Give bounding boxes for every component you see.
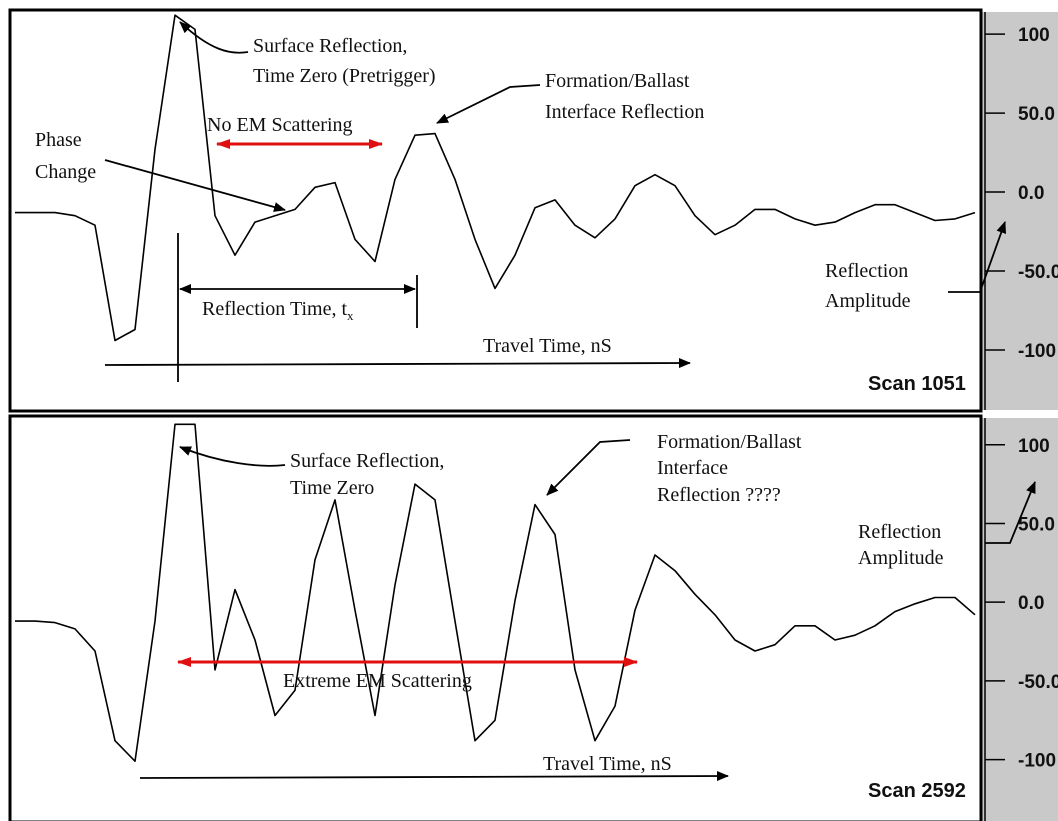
y-tick-label: 100 xyxy=(1018,436,1050,457)
annotation: Reflection Time, tx xyxy=(202,298,354,323)
y-tick-label: -100 xyxy=(1018,751,1056,772)
annotation: Formation/Ballast xyxy=(657,431,802,453)
annotation: Reflection xyxy=(825,260,908,282)
annotation: Interface xyxy=(657,457,728,479)
waveform xyxy=(15,14,976,342)
scan-label: Scan 2592 xyxy=(868,780,966,802)
axis-strip xyxy=(981,418,1058,821)
y-tick-label: -100 xyxy=(1018,341,1056,362)
arrows xyxy=(104,21,1007,382)
plots: 100 50.0 0.0 -50.0 -100 100 50.0 0.0 -50.0 -100 xyxy=(15,14,1058,772)
annotation: Travel Time, nS xyxy=(543,753,672,775)
arrow xyxy=(985,481,1036,544)
annotation: Amplitude xyxy=(858,547,944,569)
annotation-text: Reflection Time, t xyxy=(202,298,347,320)
arrows xyxy=(139,439,1036,782)
annotation-subscript: x xyxy=(347,308,354,323)
annotation: Phase xyxy=(35,129,82,151)
annotation: Reflection xyxy=(858,521,941,543)
annotation: Surface Reflection, xyxy=(290,450,444,472)
annotation: Travel Time, nS xyxy=(483,335,612,357)
arrow xyxy=(546,439,631,496)
annotation: Surface Reflection, xyxy=(253,35,407,57)
annotation: Interface Reflection xyxy=(545,101,704,123)
y-tick-label: 0.0 xyxy=(1018,183,1044,204)
arrow xyxy=(436,84,541,124)
annotation: Change xyxy=(35,161,96,183)
annotation: Time Zero xyxy=(290,477,374,499)
axis-strip xyxy=(981,12,1058,410)
y-tick-label: 100 xyxy=(1018,25,1050,46)
arrow xyxy=(104,358,691,369)
arrow xyxy=(104,159,286,212)
annotation: Amplitude xyxy=(825,290,911,312)
annotation: Reflection ???? xyxy=(657,484,781,506)
arrow xyxy=(139,771,729,782)
annotation: No EM Scattering xyxy=(207,114,353,136)
y-tick-label: -50.0 xyxy=(1018,672,1058,693)
y-tick-label: 0.0 xyxy=(1018,593,1044,614)
annotation: Extreme EM Scattering xyxy=(283,670,472,692)
arrow xyxy=(948,221,1007,293)
arrow xyxy=(179,21,249,54)
y-tick-label: 50.0 xyxy=(1018,104,1055,125)
scan-label: Scan 1051 xyxy=(868,373,966,395)
waveform xyxy=(15,423,976,762)
annotation: Formation/Ballast xyxy=(545,70,690,92)
annotation: Time Zero (Pretrigger) xyxy=(253,65,436,87)
panel-frame xyxy=(8,8,983,413)
panel-frame xyxy=(8,414,983,821)
y-tick-label: 50.0 xyxy=(1018,514,1055,535)
arrow xyxy=(179,446,286,467)
y-tick-label: -50.0 xyxy=(1018,262,1058,283)
